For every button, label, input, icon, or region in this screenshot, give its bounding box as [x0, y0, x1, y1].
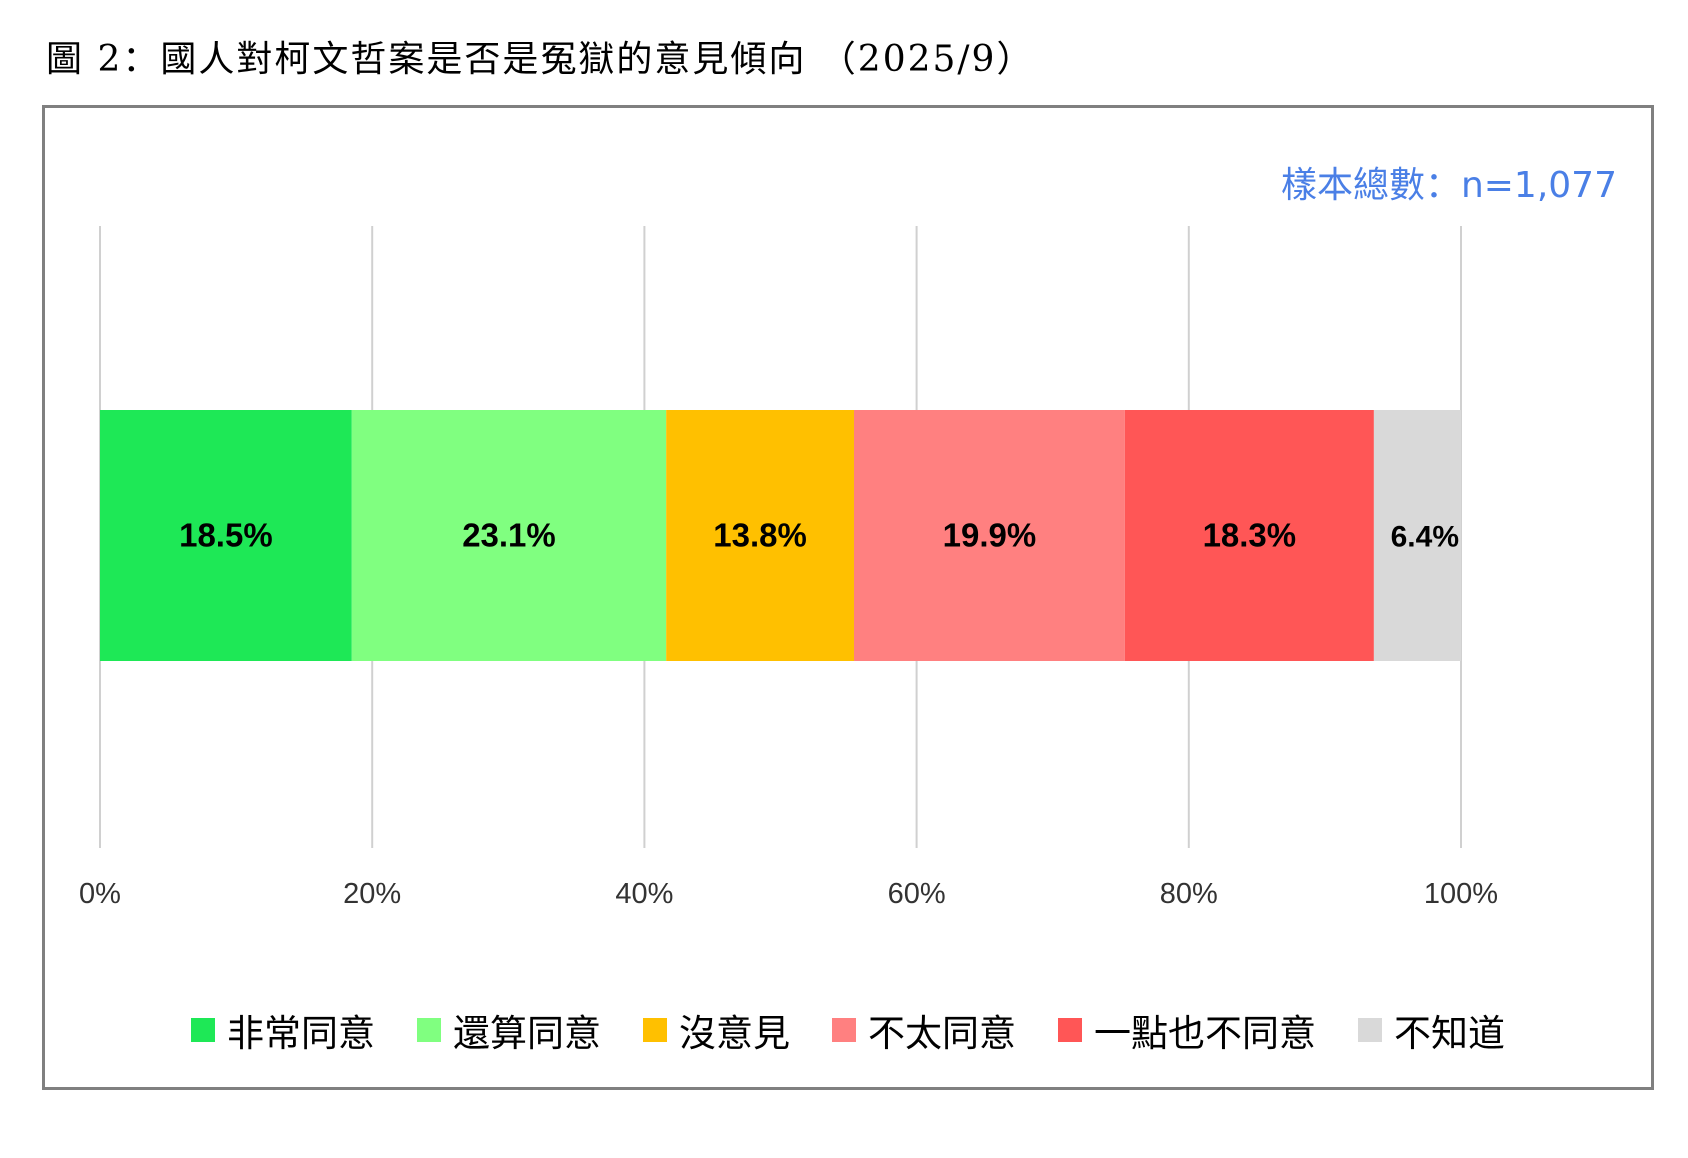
bar-segment-3: [666, 410, 854, 661]
x-tick-label: 100%: [1424, 878, 1498, 910]
x-tick-label: 80%: [1160, 878, 1218, 910]
legend-item-6: 不知道: [1358, 1003, 1505, 1057]
legend-swatch: [191, 1018, 215, 1042]
bar-segment-4: [853, 410, 1125, 661]
legend-swatch: [832, 1018, 856, 1042]
data-label-2: 23.1%: [462, 517, 556, 554]
legend-item-5: 一點也不同意: [1058, 1003, 1316, 1057]
stacked-bar-chart: 0% 20% 40% 60% 80% 100% 18.5% 23.1% 13.8% 19.9% 18…: [79, 226, 1498, 910]
legend-label: 不太同意: [868, 1012, 1016, 1055]
legend-swatch: [417, 1018, 441, 1042]
legend-item-2: 還算同意: [417, 1003, 601, 1057]
chart-frame: 樣本總數：n=1,077 0% 20% 40% 60% 80% 100% 18.5% 23.1…: [42, 105, 1654, 1090]
legend-swatch: [1058, 1018, 1082, 1042]
x-tick-label: 60%: [888, 878, 946, 910]
x-tick-label: 0%: [79, 878, 121, 910]
data-label-3: 13.8%: [713, 517, 807, 554]
chart-legend: 非常同意 還算同意 沒意見 不太同意 一點也不同意 不知道: [45, 1003, 1651, 1057]
legend-label: 還算同意: [453, 1012, 601, 1055]
bar-segment-6: [1373, 410, 1461, 661]
x-tick-label: 40%: [615, 878, 673, 910]
data-label-5: 18.3%: [1203, 517, 1297, 554]
x-tick-label: 20%: [343, 878, 401, 910]
bar-segment-1: [100, 410, 352, 661]
data-label-6: 6.4%: [1391, 521, 1459, 554]
legend-item-1: 非常同意: [191, 1003, 375, 1057]
legend-label: 沒意見: [679, 1012, 790, 1055]
legend-label: 非常同意: [227, 1012, 375, 1055]
legend-label: 一點也不同意: [1094, 1012, 1316, 1055]
sample-size-note: 樣本總數：n=1,077: [1280, 165, 1617, 206]
data-label-4: 19.9%: [943, 517, 1037, 554]
legend-item-3: 沒意見: [643, 1003, 790, 1057]
bar-segment-2: [351, 410, 667, 661]
legend-item-4: 不太同意: [832, 1003, 1016, 1057]
bar-segment-5: [1124, 410, 1374, 661]
data-label-1: 18.5%: [179, 517, 273, 554]
figure-title: 圖 2：國人對柯文哲案是否是冤獄的意見傾向 （2025/9）: [46, 39, 1035, 80]
legend-swatch: [643, 1018, 667, 1042]
legend-label: 不知道: [1394, 1012, 1505, 1055]
legend-swatch: [1358, 1018, 1382, 1042]
